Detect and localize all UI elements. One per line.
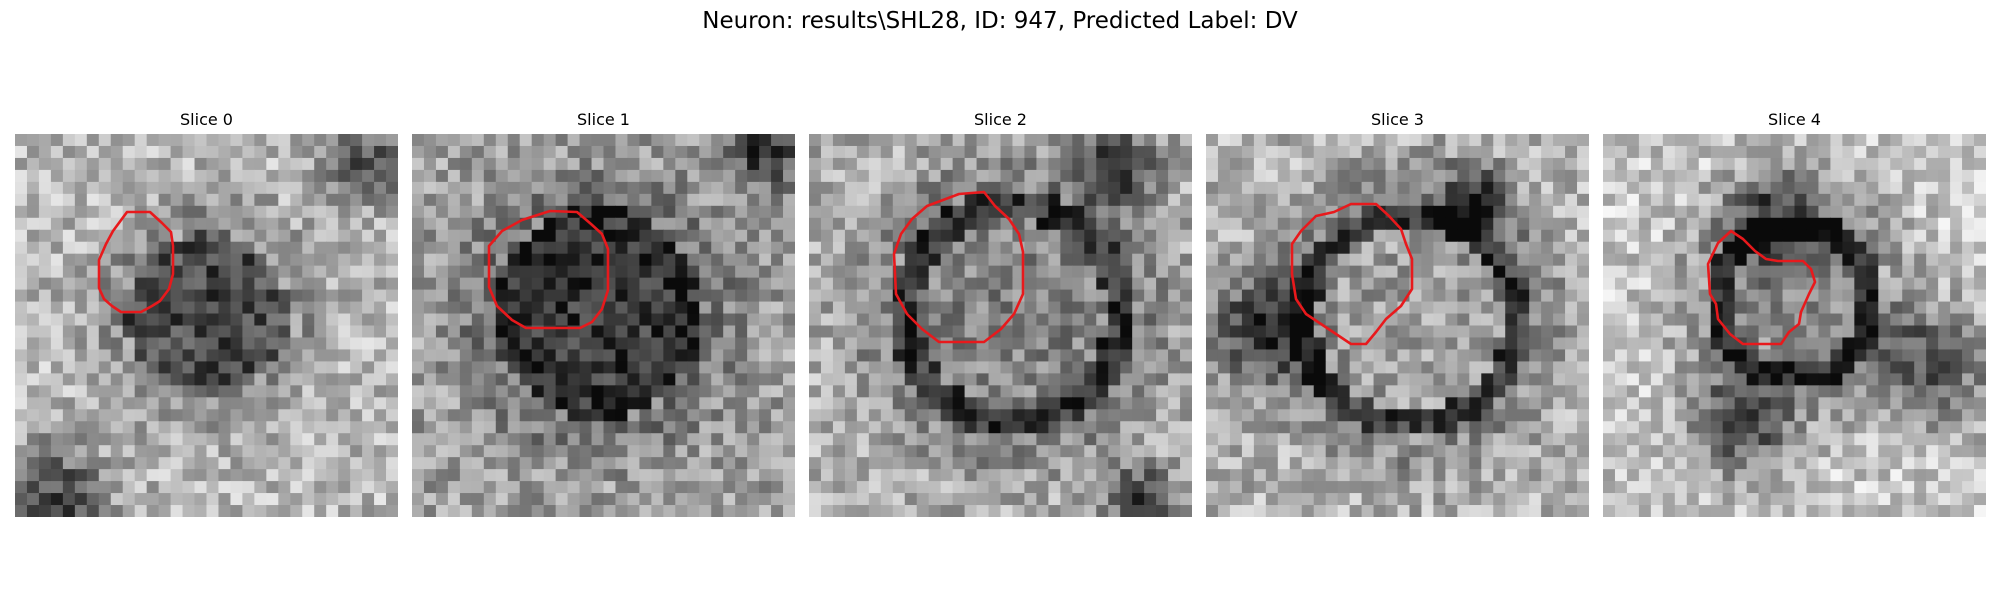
slice-title: Slice 3 — [1371, 110, 1424, 129]
slice-image — [1206, 134, 1589, 517]
slice-image — [1603, 134, 1986, 517]
slice-panel-4: Slice 4 — [1603, 110, 1986, 517]
slice-image — [809, 134, 1192, 517]
slice-title: Slice 2 — [974, 110, 1027, 129]
slice-panel-3: Slice 3 — [1206, 110, 1589, 517]
slice-panel-1: Slice 1 — [412, 110, 795, 517]
neuron-contour — [487, 209, 610, 330]
slice-title: Slice 4 — [1768, 110, 1821, 129]
slice-image — [15, 134, 398, 517]
neuron-contour — [1706, 229, 1817, 346]
slice-panel-0: Slice 0 — [15, 110, 398, 517]
slice-title: Slice 0 — [180, 110, 233, 129]
slice-title: Slice 1 — [577, 110, 630, 129]
neuron-contour — [97, 210, 175, 314]
neuron-contour — [892, 190, 1025, 344]
figure-title: Neuron: results\SHL28, ID: 947, Predicte… — [702, 8, 1298, 34]
neuron-contour — [1290, 202, 1414, 346]
slice-panel-2: Slice 2 — [809, 110, 1192, 517]
slice-image — [412, 134, 795, 517]
